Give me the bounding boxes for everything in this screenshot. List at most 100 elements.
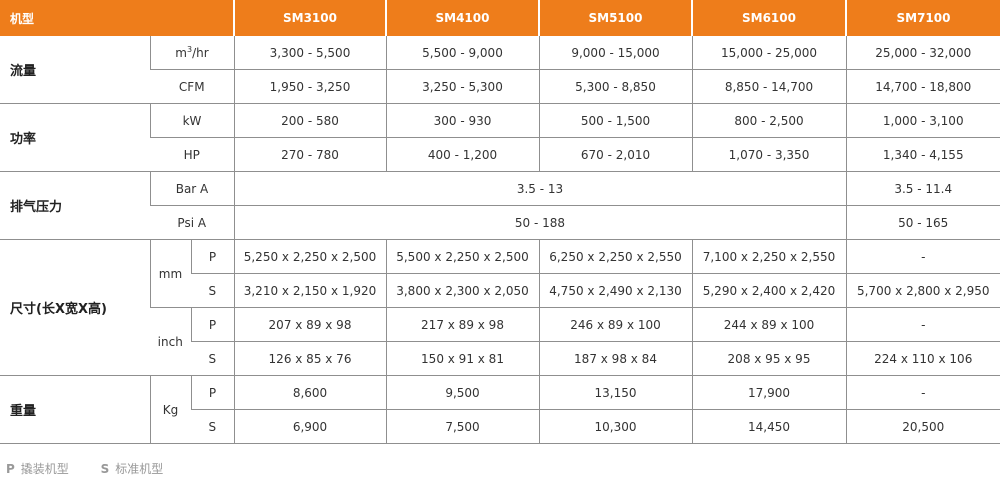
table-cell: 150 x 91 x 81	[385, 341, 539, 376]
dimensions-unit-inch: inch	[150, 307, 191, 376]
table-cell: 1,000 - 3,100	[845, 103, 1000, 138]
table-cell: -	[845, 375, 1000, 410]
table-cell: 8,850 - 14,700	[691, 69, 846, 104]
pressure-label: 排气压力	[0, 171, 150, 240]
table-cell: 3.5 - 11.4	[845, 171, 1000, 206]
weight-unit-kg: Kg	[149, 375, 191, 444]
table-cell: 13,150	[538, 375, 692, 410]
table-cell: 3,800 x 2,300 x 2,050	[385, 273, 539, 308]
table-row: CFM 1,950 - 3,250 3,250 - 5,300 5,300 - …	[0, 69, 1000, 104]
table-row: S 3,210 x 2,150 x 1,920 3,800 x 2,300 x …	[0, 273, 1000, 308]
table-cell: 17,900	[691, 375, 846, 410]
table-cell: 207 x 89 x 98	[233, 307, 386, 342]
table-cell: 5,290 x 2,400 x 2,420	[691, 273, 846, 308]
legend-key-s: S	[100, 462, 110, 476]
table-cell: 5,500 x 2,250 x 2,500	[385, 239, 539, 274]
variant-p: P	[190, 239, 234, 274]
model-header: SM7100	[845, 0, 1000, 36]
table-cell: 1,070 - 3,350	[691, 137, 846, 172]
header-label: 机型	[0, 0, 234, 36]
table-cell: 1,340 - 4,155	[845, 137, 1000, 172]
legend-text-p: 撬装机型	[20, 462, 69, 476]
table-cell: 3,210 x 2,150 x 1,920	[233, 273, 386, 308]
table-cell: 208 x 95 x 95	[691, 341, 846, 376]
variant-s: S	[191, 273, 234, 308]
table-row: 排气压力 Bar A 3.5 - 13 3.5 - 11.4	[0, 171, 1000, 240]
flow-unit-cfm: CFM	[150, 69, 234, 104]
table-cell: 500 - 1,500	[538, 103, 692, 138]
pressure-unit-psi: Psi A	[150, 205, 234, 240]
table-cell: 187 x 98 x 84	[538, 341, 692, 376]
power-unit-kw: kW	[149, 103, 234, 138]
pressure-unit-bar: Bar A	[149, 171, 234, 206]
table-cell: 246 x 89 x 100	[538, 307, 692, 342]
model-header: SM5100	[538, 0, 692, 36]
table-cell: 300 - 930	[385, 103, 539, 138]
table-row: S 6,900 7,500 10,300 14,450 20,500	[0, 409, 1000, 444]
variant-s: S	[191, 409, 234, 444]
legend: P 撬装机型 S 标准机型	[6, 460, 191, 477]
table-row: 流量 m3/hr 3,300 - 5,500 5,500 - 9,000 9,0…	[0, 36, 1000, 104]
table-cell: 670 - 2,010	[538, 137, 692, 172]
variant-p: P	[190, 375, 234, 410]
dimensions-label: 尺寸(长X宽X高)	[0, 239, 150, 376]
model-header: SM3100	[233, 0, 386, 36]
variant-s: S	[191, 341, 234, 376]
table-row: 功率 kW 200 - 580 300 - 930 500 - 1,500 80…	[0, 103, 1000, 172]
table-cell: 9,000 - 15,000	[538, 36, 692, 70]
table-cell: 5,250 x 2,250 x 2,500	[233, 239, 386, 274]
table-cell: 14,700 - 18,800	[845, 69, 1000, 104]
table-cell: 3,250 - 5,300	[385, 69, 539, 104]
table-cell: 3.5 - 13	[233, 171, 846, 206]
table-cell: 217 x 89 x 98	[385, 307, 539, 342]
table-row: S 126 x 85 x 76 150 x 91 x 81 187 x 98 x…	[0, 341, 1000, 376]
legend-key-p: P	[6, 462, 15, 476]
table-cell: 5,300 - 8,850	[538, 69, 692, 104]
table-cell: 9,500	[385, 375, 539, 410]
power-unit-hp: HP	[150, 137, 234, 172]
table-cell: 1,950 - 3,250	[233, 69, 386, 104]
table-row: 尺寸(长X宽X高) mm P 5,250 x 2,250 x 2,500 5,5…	[0, 239, 1000, 376]
table-row: HP 270 - 780 400 - 1,200 670 - 2,010 1,0…	[0, 137, 1000, 172]
table-row: Psi A 50 - 188 50 - 165	[0, 205, 1000, 240]
table-cell: 5,700 x 2,800 x 2,950	[845, 273, 1000, 308]
table-cell: 5,500 - 9,000	[385, 36, 539, 70]
table-cell: 3,300 - 5,500	[233, 36, 386, 70]
table-cell: 800 - 2,500	[691, 103, 846, 138]
table-cell: 10,300	[538, 409, 692, 444]
table-cell: 7,100 x 2,250 x 2,550	[691, 239, 846, 274]
table-row: inch P 207 x 89 x 98 217 x 89 x 98 246 x…	[0, 307, 1000, 376]
table-cell: 8,600	[233, 375, 386, 410]
table-cell: 15,000 - 25,000	[691, 36, 846, 70]
dimensions-unit-mm: mm	[149, 239, 191, 308]
power-label: 功率	[0, 103, 150, 172]
flow-label: 流量	[0, 36, 150, 104]
spec-table: 机型 SM3100 SM4100 SM5100 SM6100 SM7100 流量…	[0, 0, 1000, 444]
table-cell: 20,500	[845, 409, 1000, 444]
table-cell: -	[845, 307, 1000, 342]
table-cell: -	[845, 239, 1000, 274]
model-header: SM4100	[385, 0, 539, 36]
table-cell: 270 - 780	[233, 137, 386, 172]
table-cell: 6,900	[233, 409, 386, 444]
legend-item-s: S 标准机型	[101, 462, 164, 476]
table-cell: 400 - 1,200	[385, 137, 539, 172]
table-cell: 25,000 - 32,000	[845, 36, 1000, 70]
flow-unit-m3hr: m3/hr	[149, 36, 234, 70]
table-cell: 6,250 x 2,250 x 2,550	[538, 239, 692, 274]
table-cell: 4,750 x 2,490 x 2,130	[538, 273, 692, 308]
variant-p: P	[190, 307, 234, 342]
table-row: 重量 Kg P 8,600 9,500 13,150 17,900 -	[0, 375, 1000, 444]
legend-item-p: P 撬装机型	[6, 462, 73, 476]
legend-text-s: 标准机型	[115, 462, 164, 476]
table-cell: 224 x 110 x 106	[845, 341, 1000, 376]
table-cell: 200 - 580	[233, 103, 386, 138]
table-cell: 14,450	[691, 409, 846, 444]
model-header: SM6100	[691, 0, 846, 36]
weight-label: 重量	[0, 375, 150, 444]
table-cell: 7,500	[385, 409, 539, 444]
table-cell: 244 x 89 x 100	[691, 307, 846, 342]
table-cell: 50 - 188	[233, 205, 846, 240]
table-cell: 50 - 165	[845, 205, 1000, 240]
